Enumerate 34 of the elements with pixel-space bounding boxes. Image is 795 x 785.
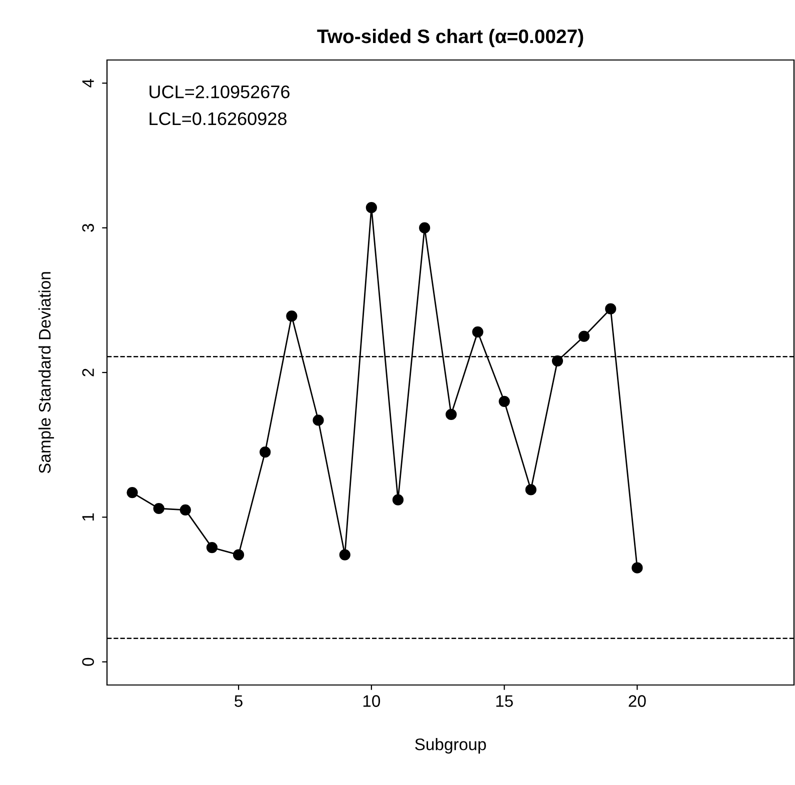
- point: [286, 310, 298, 322]
- point: [312, 414, 324, 426]
- point: [498, 396, 510, 407]
- point: [605, 303, 616, 314]
- y-tick-label: 2: [82, 368, 94, 376]
- point: [260, 446, 271, 458]
- x-axis-title: Subgroup: [415, 738, 486, 754]
- x-tick-label: 10: [363, 695, 380, 707]
- x-tick-label: 15: [496, 695, 513, 707]
- y-axis-title: Sample Standard Deviation: [38, 272, 54, 474]
- annotation: LCL=0.16260928: [150, 112, 286, 126]
- y-tick-label: 3: [82, 224, 94, 232]
- x-tick-label: 5: [234, 695, 242, 707]
- point: [552, 355, 564, 366]
- point: [232, 549, 244, 560]
- point: [525, 484, 536, 496]
- point: [339, 549, 350, 560]
- point: [392, 494, 404, 506]
- annotation: UCL=2.10952676: [150, 85, 290, 98]
- x-tick-label: 20: [628, 695, 646, 707]
- y-tick-label: 4: [82, 79, 94, 88]
- point: [632, 562, 643, 574]
- point: [366, 202, 377, 214]
- point: [472, 326, 484, 338]
- point: [153, 502, 164, 514]
- point: [180, 504, 191, 516]
- y-tick-label: 0: [82, 658, 94, 666]
- point: [206, 542, 218, 554]
- point: [126, 487, 138, 498]
- chart-title: Two-sided S chart (α=0.0027): [317, 28, 584, 48]
- point: [419, 222, 430, 234]
- y-tick-label: 1: [82, 513, 94, 521]
- point: [578, 330, 590, 342]
- point: [446, 408, 457, 420]
